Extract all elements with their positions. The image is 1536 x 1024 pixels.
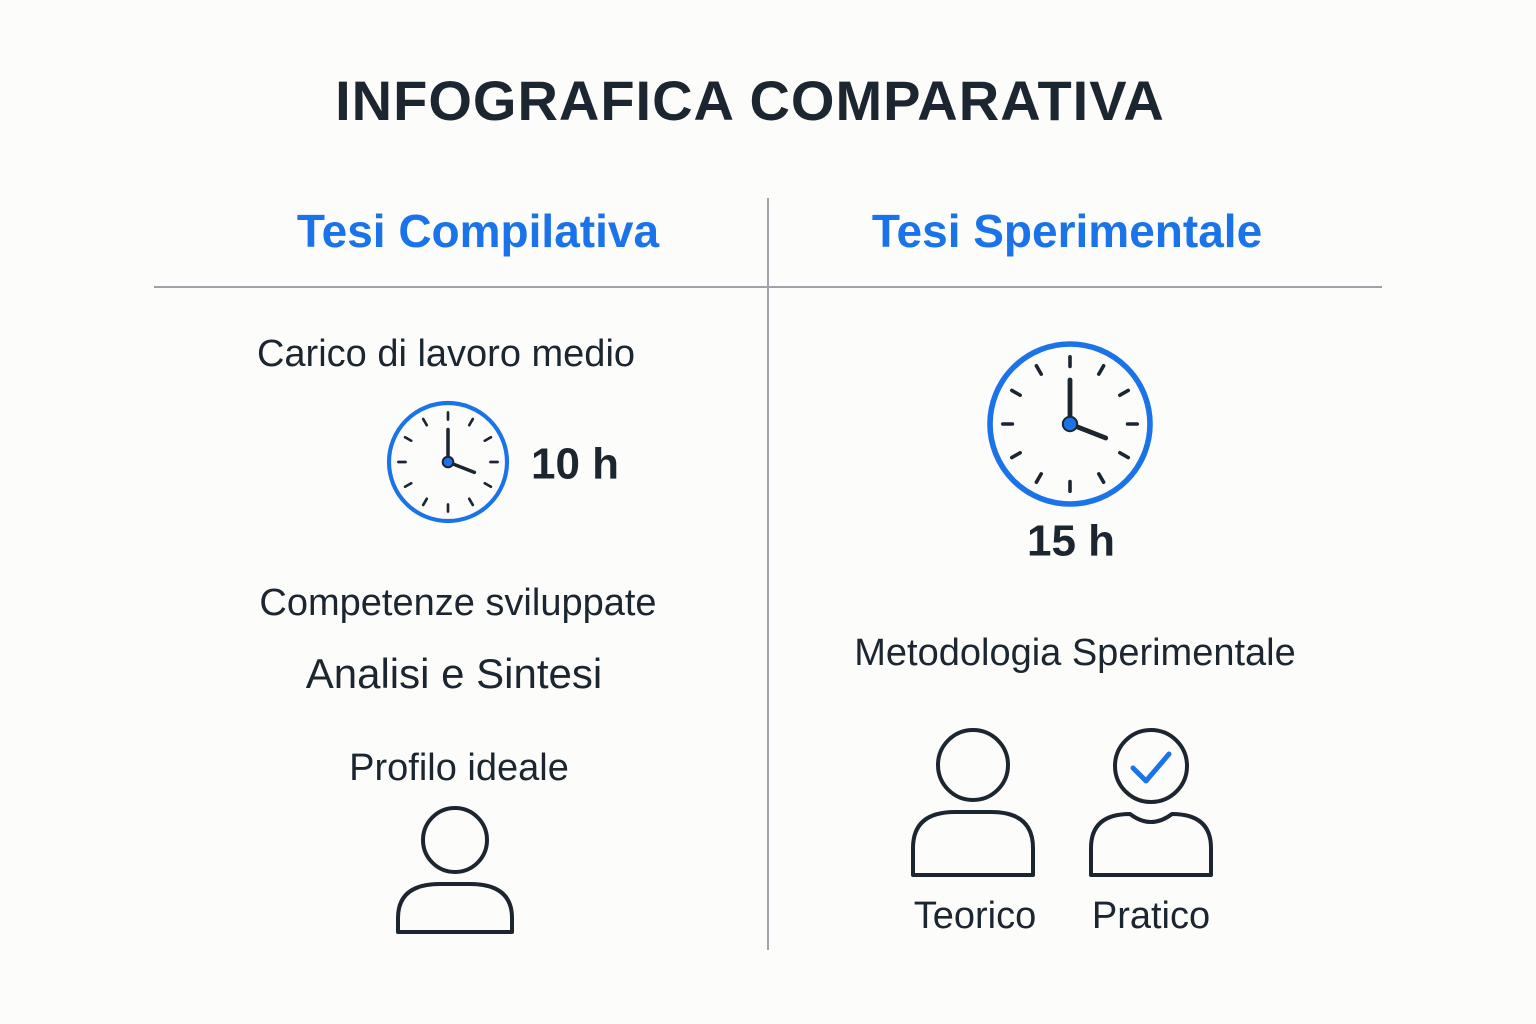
clock-face [987, 341, 1153, 507]
clock-tick [483, 481, 493, 489]
clock-tick [1118, 388, 1130, 398]
clock-tick [1118, 450, 1130, 460]
clock-tick [1097, 364, 1106, 376]
skills-value: Analisi e Sintesi [306, 650, 602, 697]
section-label: Profilo ideale [349, 747, 569, 789]
person-icon [396, 806, 514, 934]
section-label: Competenze sviluppate [259, 582, 656, 624]
person-check-icon [1089, 728, 1213, 877]
clock-tick [421, 497, 429, 507]
section-label: Metodologia Sperimentale [854, 632, 1296, 674]
column-heading: Tesi Sperimentale [872, 205, 1262, 257]
clock-tick [1034, 364, 1043, 376]
workload-value: 15 h [1027, 517, 1115, 566]
column-heading: Tesi Compilativa [297, 205, 660, 257]
clock-center [1061, 415, 1079, 433]
clock-tick [467, 497, 475, 507]
clock-tick [483, 435, 493, 443]
clock-tick [1010, 450, 1022, 460]
clock-center [441, 455, 455, 469]
clock-icon [386, 400, 510, 524]
section-label: Carico di lavoro medio [257, 333, 635, 375]
person-icon [911, 728, 1035, 877]
clock-icon [987, 341, 1153, 507]
clock-tick [421, 417, 429, 427]
clock-tick [1097, 472, 1106, 484]
title: INFOGRAFICA COMPARATIVA [335, 69, 1165, 132]
workload-value: 10 h [531, 440, 619, 489]
profile-label: Pratico [1092, 895, 1210, 937]
clock-face [386, 400, 510, 524]
profile-label: Teorico [914, 895, 1037, 937]
clock-tick [1010, 388, 1022, 398]
clock-tick [403, 481, 413, 489]
clock-tick [403, 435, 413, 443]
clock-tick [467, 417, 475, 427]
clock-tick [1034, 472, 1043, 484]
